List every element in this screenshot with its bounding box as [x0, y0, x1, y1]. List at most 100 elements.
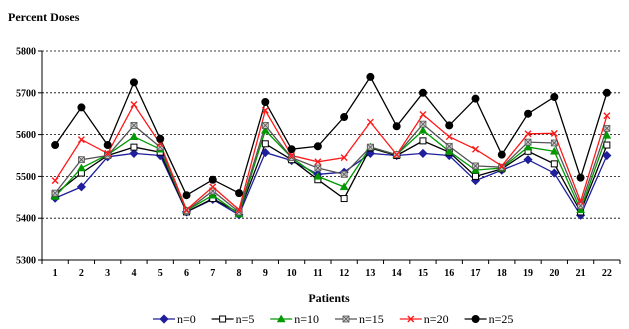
data-point	[419, 111, 427, 119]
series-line-n=15	[54, 123, 608, 214]
data-point	[208, 175, 217, 184]
x-axis-title: Patients	[308, 291, 350, 305]
data-point	[78, 156, 85, 164]
data-point	[497, 150, 506, 159]
data-point	[366, 118, 374, 126]
data-point	[419, 120, 427, 128]
data-point	[524, 138, 532, 146]
legend-marker	[471, 315, 480, 323]
data-point	[549, 146, 559, 155]
data-point	[287, 145, 296, 154]
y-tick-label: 5500	[16, 172, 36, 183]
legend-marker	[159, 314, 169, 324]
data-point	[130, 143, 138, 151]
data-point	[76, 163, 86, 172]
series-markers	[50, 72, 612, 220]
data-point	[261, 106, 269, 114]
marker-cross	[367, 143, 374, 151]
data-point	[602, 150, 612, 161]
y-tick-label: 5400	[16, 214, 36, 225]
series-lines	[54, 75, 608, 217]
x-tick-label: 19	[523, 268, 533, 279]
marker-cross	[524, 138, 532, 146]
data-point	[314, 164, 322, 172]
marker-cross	[603, 125, 611, 132]
marker-cross	[419, 120, 427, 128]
data-point	[366, 72, 375, 81]
x-tick-label: 16	[444, 268, 454, 279]
data-point	[576, 173, 585, 182]
series-line-n=20	[54, 103, 608, 211]
data-point	[208, 190, 218, 199]
data-point	[444, 146, 454, 155]
data-point	[472, 162, 479, 170]
data-point	[603, 112, 611, 120]
data-point	[524, 130, 532, 138]
x-tick-label: 1	[53, 268, 58, 279]
x-tick-labels: 1 2 3 4 5 6 7 8 9 10 11 12 13 14 15 16 17 18 19 20 21 22	[53, 268, 612, 279]
legend-marker	[342, 315, 350, 323]
series-line-n=0	[54, 151, 608, 217]
data-point	[76, 182, 86, 192]
data-point	[445, 133, 453, 141]
x-tick-label: 12	[339, 268, 349, 279]
legend-label: n=5	[236, 312, 255, 326]
legend-label: n=0	[177, 312, 196, 326]
data-point	[603, 141, 611, 149]
data-point	[577, 197, 585, 205]
x-tick-label: 4	[131, 268, 136, 279]
y-tick-label: 5300	[16, 256, 36, 267]
x-tick-label: 3	[105, 268, 110, 279]
marker-cross	[51, 189, 59, 197]
legend-label: n=10	[294, 312, 319, 326]
data-point	[498, 163, 506, 171]
x-tick-label: 14	[392, 268, 402, 279]
data-point	[602, 130, 612, 139]
data-point	[129, 78, 138, 87]
data-point	[498, 162, 506, 170]
legend-label: n=20	[424, 312, 449, 326]
data-point	[419, 137, 427, 145]
data-point	[549, 168, 559, 178]
data-point	[524, 109, 533, 118]
data-point	[129, 132, 139, 140]
data-point	[156, 134, 165, 143]
data-point	[261, 122, 269, 129]
x-tick-label: 17	[471, 268, 481, 279]
data-point	[418, 125, 428, 134]
gridlines	[42, 50, 620, 219]
marker-cross	[340, 171, 348, 178]
x-tick-label: 21	[576, 268, 586, 279]
series-line-n=10	[54, 129, 608, 216]
data-point	[130, 101, 138, 108]
x-tick-label: 2	[79, 268, 84, 279]
series-line-n=5	[54, 140, 608, 214]
data-point	[392, 122, 401, 131]
data-point	[523, 155, 533, 165]
data-point	[418, 88, 427, 97]
data-point	[603, 124, 611, 132]
x-tick-label: 10	[287, 268, 297, 279]
data-point	[471, 94, 480, 103]
x-tick-label: 7	[210, 268, 215, 279]
data-point	[51, 189, 59, 197]
marker-cross	[235, 208, 243, 216]
data-point	[261, 140, 269, 148]
legend-marker	[219, 315, 227, 323]
x-tick-label: 18	[497, 268, 507, 279]
data-point	[340, 113, 349, 122]
x-tick-label: 11	[313, 268, 322, 279]
x-tick-label: 9	[263, 268, 268, 279]
data-point	[393, 151, 401, 159]
data-point	[340, 154, 348, 162]
data-point	[367, 143, 374, 151]
x-tick-label: 6	[184, 268, 189, 279]
data-point	[445, 121, 454, 130]
legend: n=0 n=5 n=10 n=15 n=20 n=25	[153, 312, 513, 326]
marker-cross	[130, 122, 138, 129]
data-point	[235, 189, 244, 198]
data-point	[472, 172, 479, 180]
data-point	[288, 152, 296, 159]
marker-cross	[498, 163, 506, 171]
